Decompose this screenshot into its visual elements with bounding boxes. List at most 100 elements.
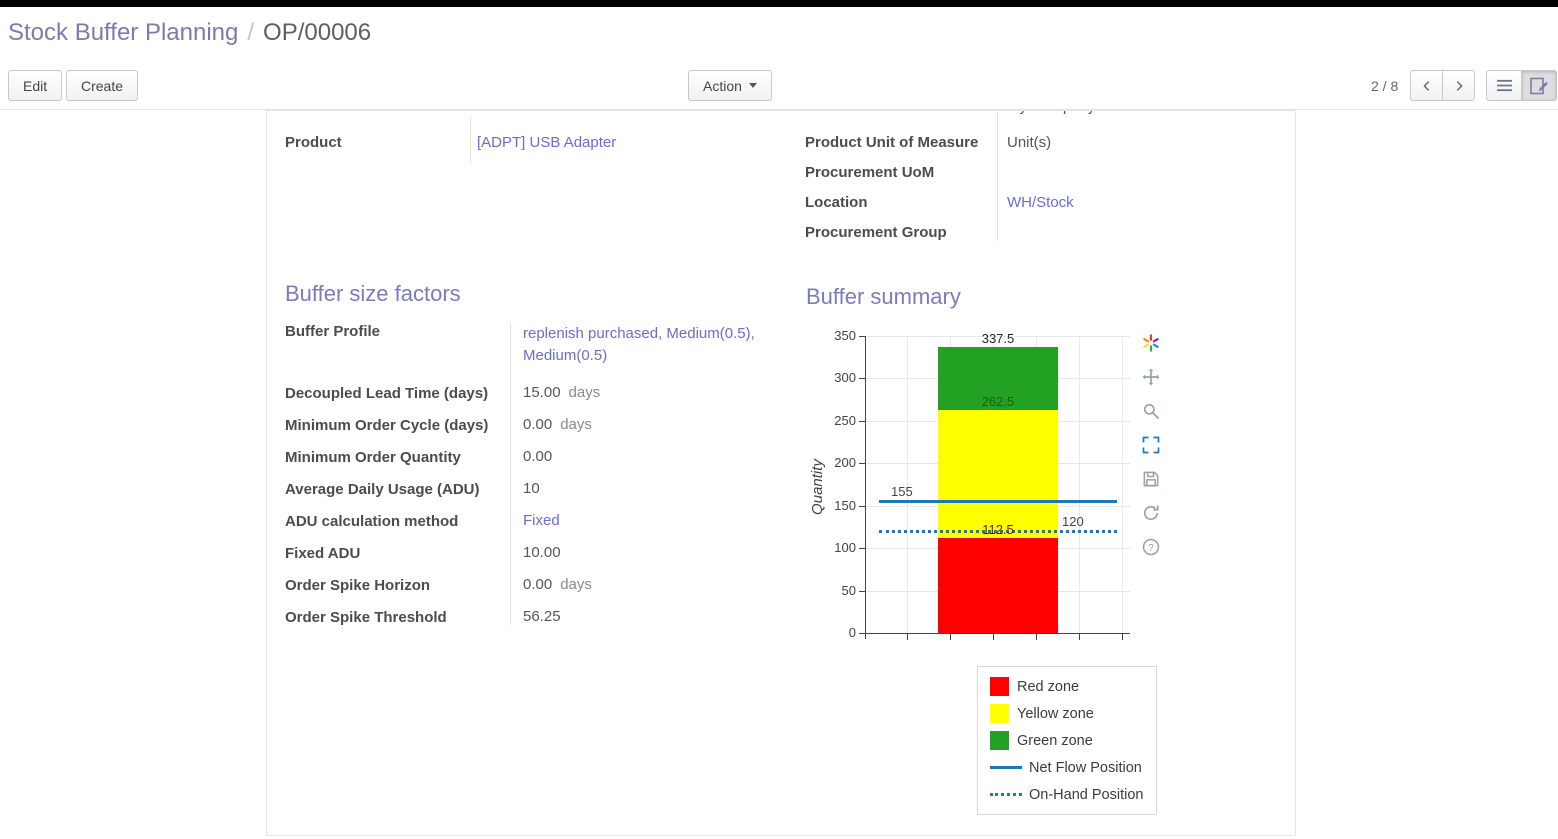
y-tick-label: 150 bbox=[834, 497, 856, 513]
field-value-product-unit-of-measure: Unit(s) bbox=[1007, 133, 1052, 151]
legend-label: Red zone bbox=[1017, 678, 1080, 695]
breadcrumb-parent-link[interactable]: Stock Buffer Planning bbox=[8, 19, 239, 46]
buffer-chart-plot: 0 50 100 150 200 250 300 350 155 120 337.5 262.5 112… bbox=[834, 328, 1130, 640]
field-value-minimum-order-quantity: 0.00 bbox=[523, 446, 773, 468]
field-row: Product Unit of Measure Unit(s) bbox=[805, 127, 1285, 157]
field-value-text: 0.00 bbox=[523, 576, 553, 594]
list-icon bbox=[1496, 79, 1512, 92]
action-dropdown-button[interactable]: Action bbox=[688, 70, 772, 101]
legend-item-on-hand-position[interactable]: On-Hand Position bbox=[978, 781, 1156, 808]
gridline bbox=[866, 336, 1130, 337]
zoom-icon[interactable] bbox=[1139, 399, 1163, 423]
x-axis-line bbox=[866, 633, 1130, 634]
field-value-order-spike-threshold: 56.25 bbox=[523, 606, 773, 628]
reset-axes-icon[interactable] bbox=[1139, 501, 1163, 525]
y-tick-label: 350 bbox=[834, 328, 856, 343]
breadcrumb: Stock Buffer Planning / OP/00006 bbox=[8, 19, 371, 47]
field-row: Minimum Order Quantity 0.00 bbox=[285, 441, 790, 473]
plotly-logo-icon[interactable] bbox=[1139, 331, 1163, 355]
create-button[interactable]: Create bbox=[66, 70, 139, 101]
unit-suffix: days bbox=[560, 576, 592, 594]
field-row: Procurement Group bbox=[805, 217, 1285, 247]
field-label: ADU calculation method bbox=[285, 512, 459, 530]
legend-swatch bbox=[990, 793, 1022, 796]
field-label: Order Spike Threshold bbox=[285, 608, 447, 626]
legend-item-yellow-zone[interactable]: Yellow zone bbox=[978, 700, 1156, 727]
action-label: Action bbox=[703, 77, 742, 94]
help-icon[interactable]: ? bbox=[1139, 535, 1163, 559]
pager-next-button[interactable] bbox=[1442, 70, 1475, 101]
bar-red-zone bbox=[938, 537, 1058, 633]
field-row: Order Spike Threshold 56.25 bbox=[285, 601, 790, 633]
y-axis-line bbox=[865, 336, 866, 639]
pan-icon[interactable] bbox=[1139, 365, 1163, 389]
field-value-text: 10.00 bbox=[523, 544, 561, 562]
y-tick-mark bbox=[859, 420, 866, 422]
field-value-text[interactable]: Fixed bbox=[523, 512, 560, 530]
field-label: Product Unit of Measure bbox=[805, 133, 979, 151]
legend-item-green-zone[interactable]: Green zone bbox=[978, 727, 1156, 754]
field-value-text: 0.00 bbox=[523, 448, 553, 466]
field-value-fixed-adu: 10.00 bbox=[523, 542, 773, 564]
legend-item-red-zone[interactable]: Red zone bbox=[978, 673, 1156, 700]
field-label: Procurement Group bbox=[805, 223, 947, 241]
field-value-text[interactable]: replenish purchased, Medium(0.5), Medium… bbox=[523, 325, 755, 364]
y-tick-label: 250 bbox=[834, 412, 856, 428]
svg-text:?: ? bbox=[1148, 543, 1154, 554]
field-row: Buffer Profile replenish purchased, Mediu… bbox=[285, 321, 790, 377]
x-tick-mark bbox=[950, 634, 951, 640]
pager-counter: 2 / 8 bbox=[1371, 78, 1399, 94]
field-label: Procurement UoM bbox=[805, 163, 935, 181]
breadcrumb-separator: / bbox=[247, 19, 255, 46]
form-view-button[interactable] bbox=[1521, 70, 1557, 101]
legend-swatch bbox=[990, 704, 1009, 723]
gridline bbox=[1122, 336, 1123, 633]
left-field-group: Product [ADPT] USB Adapter bbox=[285, 127, 765, 157]
unit-suffix: days bbox=[568, 384, 601, 402]
label-separator bbox=[470, 117, 471, 163]
breadcrumb-current: OP/00006 bbox=[263, 19, 372, 46]
field-value-text: 56.25 bbox=[523, 608, 561, 626]
field-row: Average Daily Usage (ADU) 10 bbox=[285, 473, 790, 505]
y-tick-mark bbox=[859, 336, 866, 337]
pager-previous-button[interactable] bbox=[1410, 70, 1443, 101]
product-link[interactable]: [ADPT] USB Adapter bbox=[477, 133, 617, 151]
field-label: Product bbox=[285, 133, 342, 151]
x-tick-mark bbox=[993, 634, 994, 640]
legend-label: Net Flow Position bbox=[1029, 759, 1142, 776]
list-view-button[interactable] bbox=[1486, 70, 1522, 101]
y-tick-mark bbox=[859, 505, 866, 507]
edit-button[interactable]: Edit bbox=[8, 70, 63, 101]
form-sheet: My Company Product [ADPT] USB Adapter Pr… bbox=[266, 110, 1296, 836]
y-tick-label: 50 bbox=[841, 582, 856, 598]
field-row: ADU calculation method Fixed bbox=[285, 505, 790, 537]
form-pencil-icon bbox=[1530, 77, 1548, 94]
field-value-location[interactable]: WH/Stock bbox=[1007, 193, 1074, 211]
field-row: Minimum Order Cycle (days) 0.00 days bbox=[285, 409, 790, 441]
bar-yellow-zone bbox=[938, 410, 1058, 538]
field-value-average-daily-usage-adu-: 10 bbox=[523, 478, 773, 500]
legend-item-net-flow-position[interactable]: Net Flow Position bbox=[978, 754, 1156, 781]
y-tick-mark bbox=[859, 633, 866, 634]
y-tick-label: 0 bbox=[848, 625, 856, 640]
buffer-size-factors-heading: Buffer size factors bbox=[285, 281, 461, 306]
y-tick-mark bbox=[859, 378, 866, 380]
bar-green-zone bbox=[938, 346, 1058, 411]
autoscale-icon[interactable] bbox=[1139, 433, 1163, 457]
buffer-summary-heading: Buffer summary bbox=[806, 284, 961, 309]
net-flow-position-label: 155 bbox=[891, 484, 913, 500]
buffer-factors-group: Buffer Profile replenish purchased, Mediu… bbox=[285, 321, 790, 633]
y-tick-mark bbox=[859, 463, 866, 465]
control-bar: Edit Create Action 2 / 8 bbox=[0, 69, 1558, 110]
y-tick-label: 200 bbox=[834, 455, 856, 471]
legend-label: On-Hand Position bbox=[1029, 786, 1144, 803]
field-row: Procurement UoM bbox=[805, 157, 1285, 187]
field-label: Order Spike Horizon bbox=[285, 576, 431, 594]
save-icon[interactable] bbox=[1139, 467, 1163, 491]
label-separator bbox=[510, 323, 511, 625]
field-label: Decoupled Lead Time (days) bbox=[285, 384, 489, 402]
legend-swatch bbox=[990, 731, 1009, 750]
field-label: Location bbox=[805, 193, 868, 211]
x-tick-mark bbox=[1079, 634, 1080, 640]
